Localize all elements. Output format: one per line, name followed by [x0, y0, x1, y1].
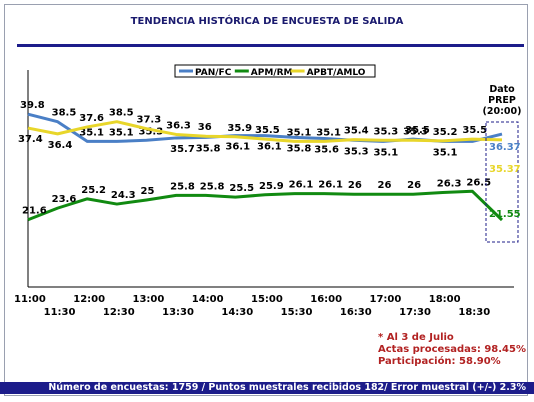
data-label-2-4: 37.3 [137, 115, 162, 126]
data-label-1-5: 25.8 [170, 181, 195, 192]
data-label-1-12: 26 [378, 180, 392, 191]
data-label-1-8: 25.9 [259, 181, 284, 192]
data-label-2-11: 35.4 [344, 126, 369, 137]
data-label-1-7: 25.5 [229, 183, 254, 194]
data-label-0-6: 35.8 [196, 143, 221, 154]
data-label-2-3: 38.5 [109, 108, 134, 119]
x-tick-top-1: 12:00 [73, 294, 105, 305]
data-label-2-7: 35.9 [227, 123, 252, 134]
x-tick-top-2: 13:00 [133, 294, 165, 305]
data-label-0-0: 39.8 [20, 100, 45, 111]
x-tick-bottom-1: 12:30 [103, 307, 135, 318]
data-label-0-9: 35.8 [287, 143, 312, 154]
data-label-1-15: 26.5 [466, 177, 491, 188]
series-line-1 [27, 189, 504, 222]
data-label-0-11: 35.3 [344, 146, 369, 157]
data-label-2-15: 35.5 [462, 125, 487, 136]
data-label-2-5: 36.3 [166, 120, 191, 131]
chart-frame [4, 4, 528, 396]
x-tick-top-0: 11:00 [14, 294, 46, 305]
x-tick-bottom-5: 16:30 [340, 307, 372, 318]
x-tick-top-3: 14:00 [192, 294, 224, 305]
legend-box [174, 64, 376, 78]
data-label-1-14: 26.3 [437, 178, 462, 189]
prep-label-2: (20:00) [483, 106, 522, 117]
footnote-actas: Actas procesadas: 98.45% [378, 344, 526, 355]
legend-label-0: PAN/FC [195, 68, 232, 78]
legend-label-1: APM/RM [251, 68, 293, 78]
x-tick-bottom-6: 17:30 [399, 307, 431, 318]
data-label-0-3: 35.1 [109, 127, 134, 138]
data-label-2-14: 35.2 [433, 127, 458, 138]
data-label-1-13: 26 [407, 180, 421, 191]
data-label-1-11: 26 [348, 180, 362, 191]
x-tick-bottom-7: 18:30 [458, 307, 490, 318]
data-label-0-1: 38.5 [52, 108, 77, 119]
data-label-1-1: 23.6 [52, 194, 77, 205]
data-label-2-9: 35.1 [287, 127, 312, 138]
chart-title: TENDENCIA HISTÓRICA DE ENCUESTA DE SALID… [130, 16, 404, 27]
bottom-bar: Número de encuestas: 1759 / Puntos muest… [0, 382, 534, 394]
prep-value-2: 21.55 [489, 209, 521, 220]
data-label-1-10: 26.1 [318, 180, 343, 191]
survey-summary: Número de encuestas: 1759 / Puntos muest… [48, 382, 526, 393]
data-label-1-9: 26.1 [289, 180, 314, 191]
data-label-0-5: 35.7 [170, 144, 195, 155]
x-tick-bottom-4: 15:30 [281, 307, 313, 318]
prep-value-0: 36.37 [489, 142, 521, 153]
x-tick-top-6: 17:00 [370, 294, 402, 305]
data-label-1-2: 25.2 [81, 185, 106, 196]
title-rule [17, 44, 524, 47]
prep-box [485, 121, 519, 243]
footnote-star: * [378, 332, 384, 343]
data-label-0-7: 36.1 [225, 142, 250, 153]
data-label-0-12: 35.1 [374, 147, 399, 158]
data-label-0-13: 35.5 [405, 125, 430, 136]
data-label-0-10: 35.6 [314, 145, 339, 156]
x-tick-top-4: 15:00 [251, 294, 283, 305]
x-tick-top-5: 16:00 [310, 294, 342, 305]
data-label-0-4: 35.3 [139, 126, 164, 137]
data-label-2-1: 36.4 [48, 140, 73, 151]
prep-label-0: Dato [489, 84, 515, 95]
data-label-0-8: 36.1 [257, 142, 282, 153]
data-label-1-6: 25.8 [200, 181, 225, 192]
data-label-0-14: 35.1 [433, 147, 458, 158]
data-label-0-2: 35.1 [79, 127, 104, 138]
data-label-1-0: 21.6 [22, 206, 47, 217]
prep-label-1: PREP [488, 95, 516, 106]
x-tick-bottom-3: 14:30 [221, 307, 253, 318]
data-label-1-4: 25 [141, 186, 155, 197]
x-tick-top-7: 18:00 [429, 294, 461, 305]
data-label-2-13: 35.3 [403, 126, 428, 137]
footnote-date: Al 3 de Julio [386, 332, 454, 343]
data-label-2-6: 36 [198, 122, 212, 133]
data-label-1-3: 24.3 [111, 190, 136, 201]
data-label-2-8: 35.5 [255, 125, 280, 136]
data-label-2-10: 35.1 [316, 127, 341, 138]
x-tick-bottom-2: 13:30 [162, 307, 194, 318]
data-label-2-12: 35.3 [374, 126, 399, 137]
data-label-2-0: 37.4 [18, 134, 43, 145]
data-label-2-2: 37.6 [79, 113, 104, 124]
footnote: * Al 3 de Julio Actas procesadas: 98.45%… [378, 332, 526, 368]
footnote-participation: Participación: 58.90% [378, 356, 501, 367]
legend-label-2: APBT/AMLO [307, 68, 366, 78]
x-tick-bottom-0: 11:30 [44, 307, 76, 318]
series-line-2 [27, 120, 503, 143]
prep-value-1: 35.37 [489, 164, 521, 175]
